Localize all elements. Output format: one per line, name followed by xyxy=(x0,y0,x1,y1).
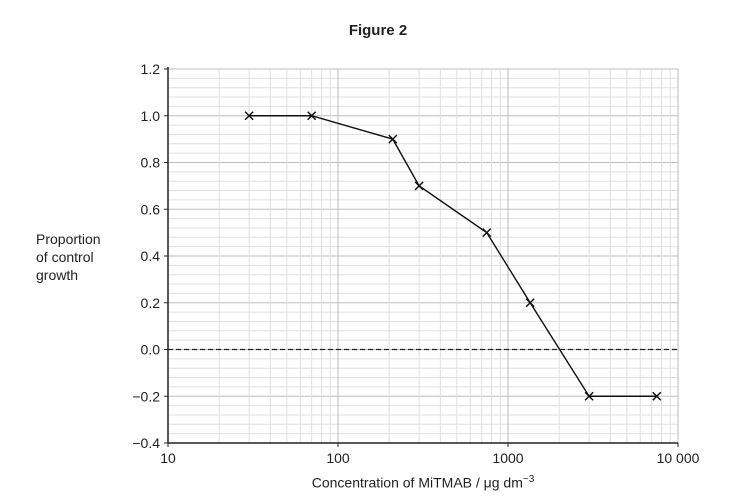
data-point-marker xyxy=(482,228,492,238)
x-tick-label: 1000 xyxy=(492,450,523,466)
y-tick-label: 0.8 xyxy=(141,155,161,171)
data-point-marker xyxy=(584,391,594,401)
data-point-marker xyxy=(244,111,254,121)
x-axis-label-superscript: −3 xyxy=(522,474,535,485)
y-tick-label: −0.2 xyxy=(132,388,160,404)
y-tick-label: 1.2 xyxy=(141,61,161,77)
y-tick-label: −0.4 xyxy=(132,435,160,451)
x-axis-label-text: Concentration of MiTMAB / μg dm xyxy=(311,474,523,491)
data-point-marker xyxy=(414,181,424,191)
y-tick-label: 0.0 xyxy=(141,342,161,358)
data-line xyxy=(249,115,657,397)
x-tick-label: 10 000 xyxy=(657,450,700,466)
x-axis-label: Concentration of MiTMAB / μg dm−3 xyxy=(168,474,678,491)
x-tick-label: 100 xyxy=(326,450,350,466)
y-axis-label: Proportion of control growth xyxy=(36,231,101,283)
y-tick-label: 0.6 xyxy=(141,201,161,217)
data-point-marker xyxy=(652,391,662,401)
y-tick-label: 0.4 xyxy=(141,248,161,264)
data-point-marker xyxy=(388,134,398,144)
data-point-marker xyxy=(307,111,317,121)
data-point-marker xyxy=(525,298,535,308)
chart-title: Figure 2 xyxy=(348,22,408,39)
y-tick-label: 1.0 xyxy=(141,108,161,124)
x-tick-label: 10 xyxy=(160,450,176,466)
y-tick-label: 0.2 xyxy=(141,295,161,311)
